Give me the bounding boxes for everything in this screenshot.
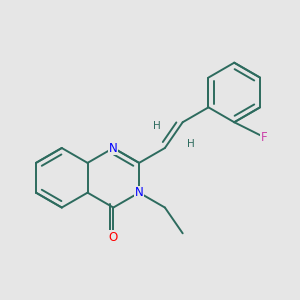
Text: O: O [109,231,118,244]
Text: H: H [187,139,194,149]
Text: H: H [153,121,161,131]
Text: N: N [109,142,118,154]
Text: N: N [135,186,143,199]
Text: F: F [261,130,267,144]
